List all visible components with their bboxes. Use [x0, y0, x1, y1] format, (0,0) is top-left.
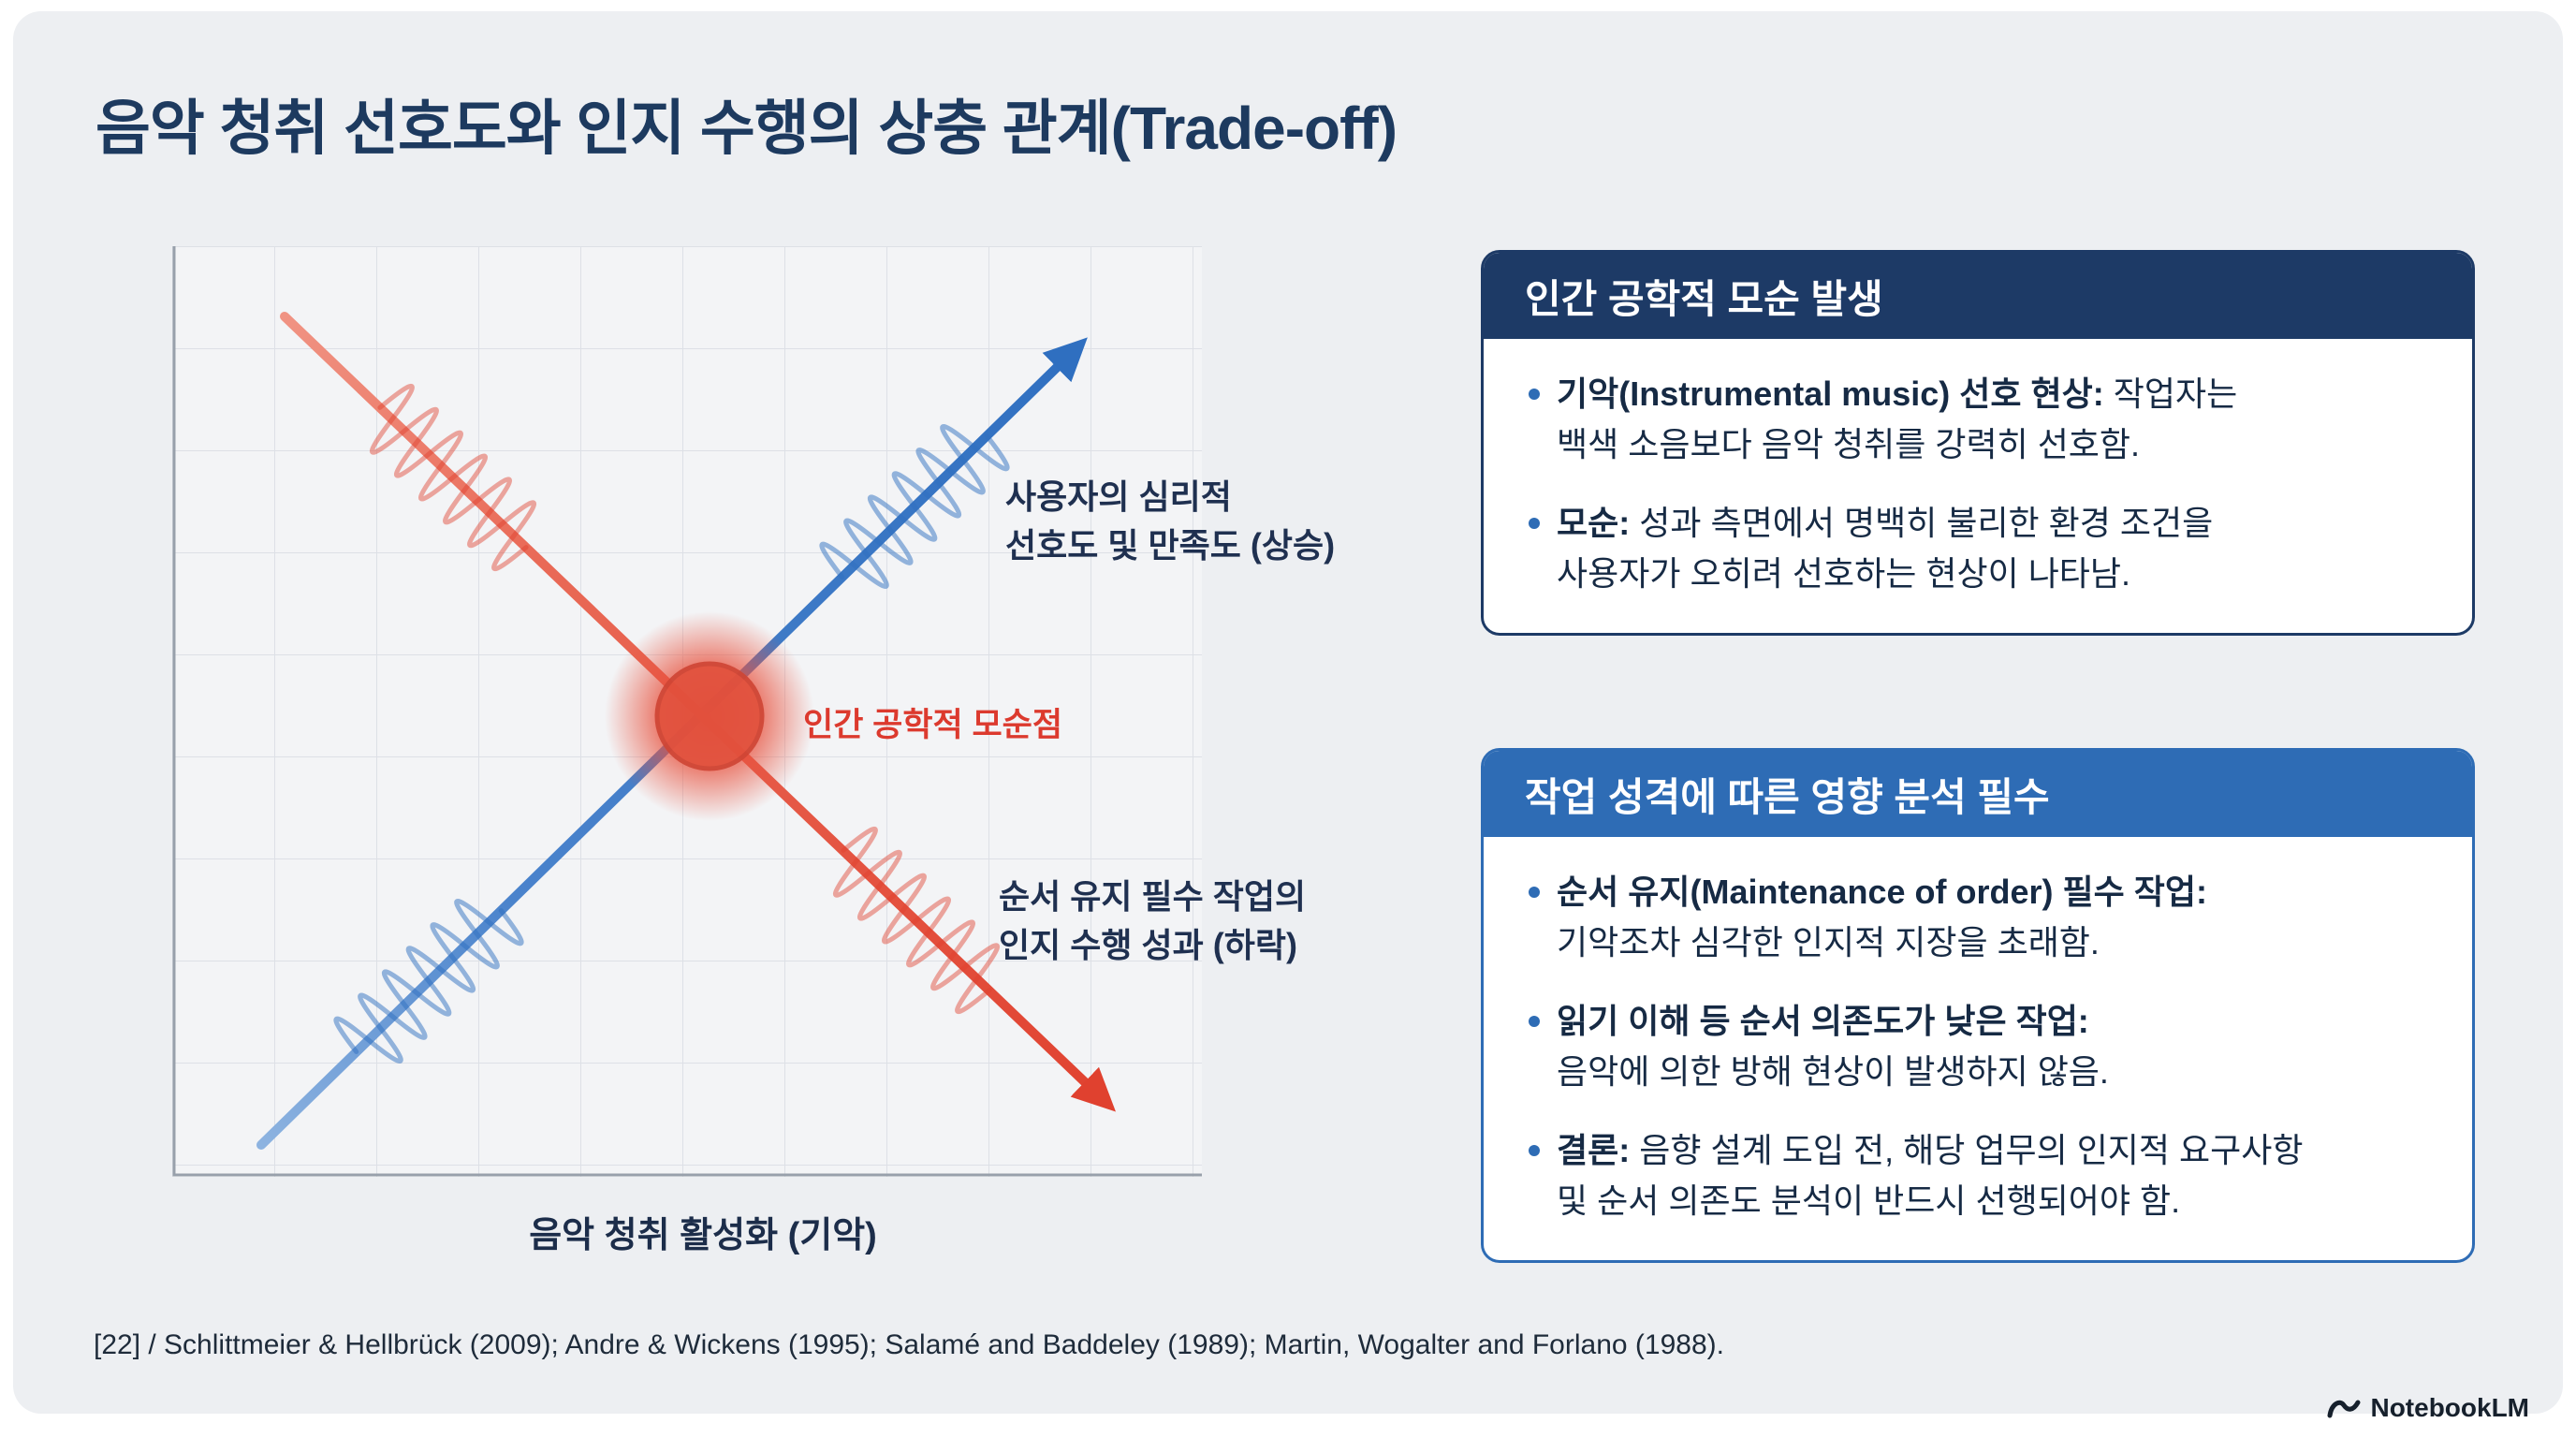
- bullet-lead: 순서 유지(Maintenance of order) 필수 작업:: [1557, 873, 2207, 911]
- bullet-dot-icon: [1529, 1016, 1540, 1027]
- bullet-dot-icon: [1529, 1145, 1540, 1156]
- notebooklm-icon: [2327, 1400, 2361, 1418]
- bullet-text: 음향 설계 도입 전, 해당 업무의 인지적 요구사항 및 순서 의존도 분석이…: [1557, 1131, 2304, 1220]
- notebooklm-logo: NotebookLM: [2327, 1393, 2529, 1423]
- bullet-lead: 결론:: [1557, 1131, 1631, 1169]
- notebooklm-label: NotebookLM: [2370, 1393, 2529, 1422]
- bullet-item: 순서 유지(Maintenance of order) 필수 작업: 기악조차 …: [1527, 867, 2437, 968]
- bullet-text: 성과 측면에서 명백히 불리한 환경 조건을 사용자가 오히려 선호하는 현상이…: [1557, 504, 2214, 593]
- conflict-point-label: 인간 공학적 모순점: [803, 707, 1063, 743]
- x-axis-label: 음악 청취 활성화 (기악): [529, 1216, 877, 1255]
- card-header: 인간 공학적 모순 발생: [1484, 253, 2472, 339]
- card-header: 작업 성격에 따른 영향 분석 필수: [1484, 751, 2472, 837]
- bullet-dot-icon: [1529, 389, 1540, 400]
- card-body: 순서 유지(Maintenance of order) 필수 작업: 기악조차 …: [1484, 837, 2472, 1260]
- down-trend-label: 순서 유지 필수 작업의 인지 수행 성과 (하락): [999, 877, 1307, 965]
- citation-text: [22] / Schlittmeier & Hellbrück (2009); …: [94, 1329, 1724, 1360]
- bullet-dot-icon: [1529, 518, 1540, 529]
- page-title: 음악 청취 선호도와 인지 수행의 상충 관계(Trade-off): [95, 95, 1398, 162]
- conflict-point: [654, 661, 765, 771]
- bullet-lead: 읽기 이해 등 순서 의존도가 낮은 작업:: [1557, 1002, 2089, 1040]
- up-trend-label: 사용자의 심리적 선호도 및 만족도 (상승): [1005, 477, 1336, 565]
- bullet-item: 모순: 성과 측면에서 명백히 불리한 환경 조건을 사용자가 오히려 선호하는…: [1527, 498, 2437, 599]
- bullet-dot-icon: [1529, 887, 1540, 898]
- bullet-item: 읽기 이해 등 순서 의존도가 낮은 작업: 음악에 의한 방해 현상이 발생하…: [1527, 996, 2437, 1097]
- tradeoff-chart: [172, 246, 1202, 1177]
- bullet-text: 기악조차 심각한 인지적 지장을 초래함.: [1557, 923, 2100, 961]
- bullet-lead: 기악(Instrumental music) 선호 현상:: [1557, 374, 2104, 413]
- bullet-item: 결론: 음향 설계 도입 전, 해당 업무의 인지적 요구사항 및 순서 의존도…: [1527, 1125, 2437, 1226]
- card-body: 기악(Instrumental music) 선호 현상: 작업자는 백색 소음…: [1484, 339, 2472, 633]
- bullet-text: 음악에 의한 방해 현상이 발생하지 않음.: [1557, 1052, 2109, 1091]
- bullet-lead: 모순:: [1557, 504, 1631, 542]
- bullet-item: 기악(Instrumental music) 선호 현상: 작업자는 백색 소음…: [1527, 369, 2437, 470]
- bullet-text: 작업자는 백색 소음보다 음악 청취를 강력히 선호함.: [1557, 374, 2238, 463]
- info-card-contradiction: 인간 공학적 모순 발생 기악(Instrumental music) 선호 현…: [1481, 250, 2475, 636]
- info-card-task-analysis: 작업 성격에 따른 영향 분석 필수 순서 유지(Maintenance of …: [1481, 748, 2475, 1263]
- chart-axes: [172, 246, 1202, 1177]
